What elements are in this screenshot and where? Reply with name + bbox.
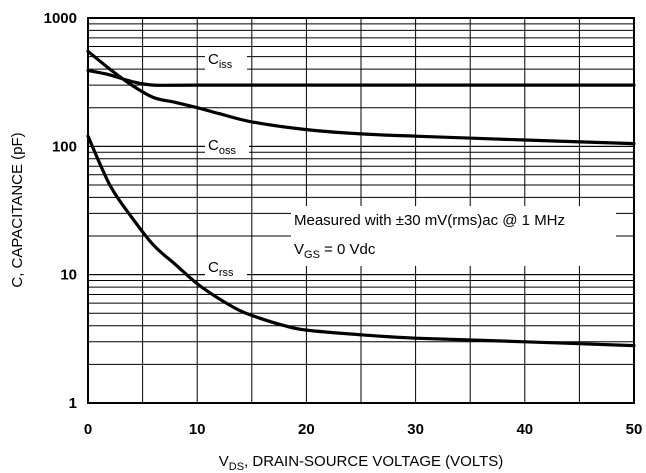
series-label-oss: Coss xyxy=(208,137,236,157)
y-tick-labels: 1 10 100 1000 xyxy=(44,10,77,412)
x-tick-label: 30 xyxy=(407,421,424,438)
y-tick-label: 1000 xyxy=(44,10,77,27)
y-tick-label: 10 xyxy=(60,267,77,284)
x-tick-labels: 0 10 20 30 40 50 xyxy=(84,421,643,438)
curve-layer xyxy=(86,49,636,348)
x-tick-label: 20 xyxy=(298,421,315,438)
series-label-bg xyxy=(205,258,247,278)
annotation-bg xyxy=(291,206,616,266)
annotation-line-2: VGS = 0 Vdc xyxy=(294,241,376,261)
label-layer: Ciss Coss Crss Measured with ±30 mV(rms)ac … xyxy=(205,50,616,279)
series-label-rss: Crss xyxy=(208,259,234,279)
series-label-bg xyxy=(205,50,247,70)
y-axis-title: C, CAPACITANCE (pF) xyxy=(9,132,26,287)
series-line-oss xyxy=(86,49,636,146)
series-label-bg xyxy=(205,136,249,156)
x-tick-label: 50 xyxy=(626,421,643,438)
series-line-rss xyxy=(86,134,636,348)
x-tick-label: 10 xyxy=(189,421,206,438)
x-tick-label: 0 xyxy=(84,421,92,438)
annotation-line-1: Measured with ±30 mV(rms)ac @ 1 MHz xyxy=(294,212,565,229)
y-tick-label: 1 xyxy=(69,395,77,412)
plot-frame xyxy=(87,17,635,404)
series-label-iss: Ciss xyxy=(208,51,233,71)
y-tick-label: 100 xyxy=(52,138,77,155)
x-axis-title: VDS, DRAIN-SOURCE VOLTAGE (VOLTS) xyxy=(219,453,504,473)
x-tick-label: 40 xyxy=(516,421,533,438)
